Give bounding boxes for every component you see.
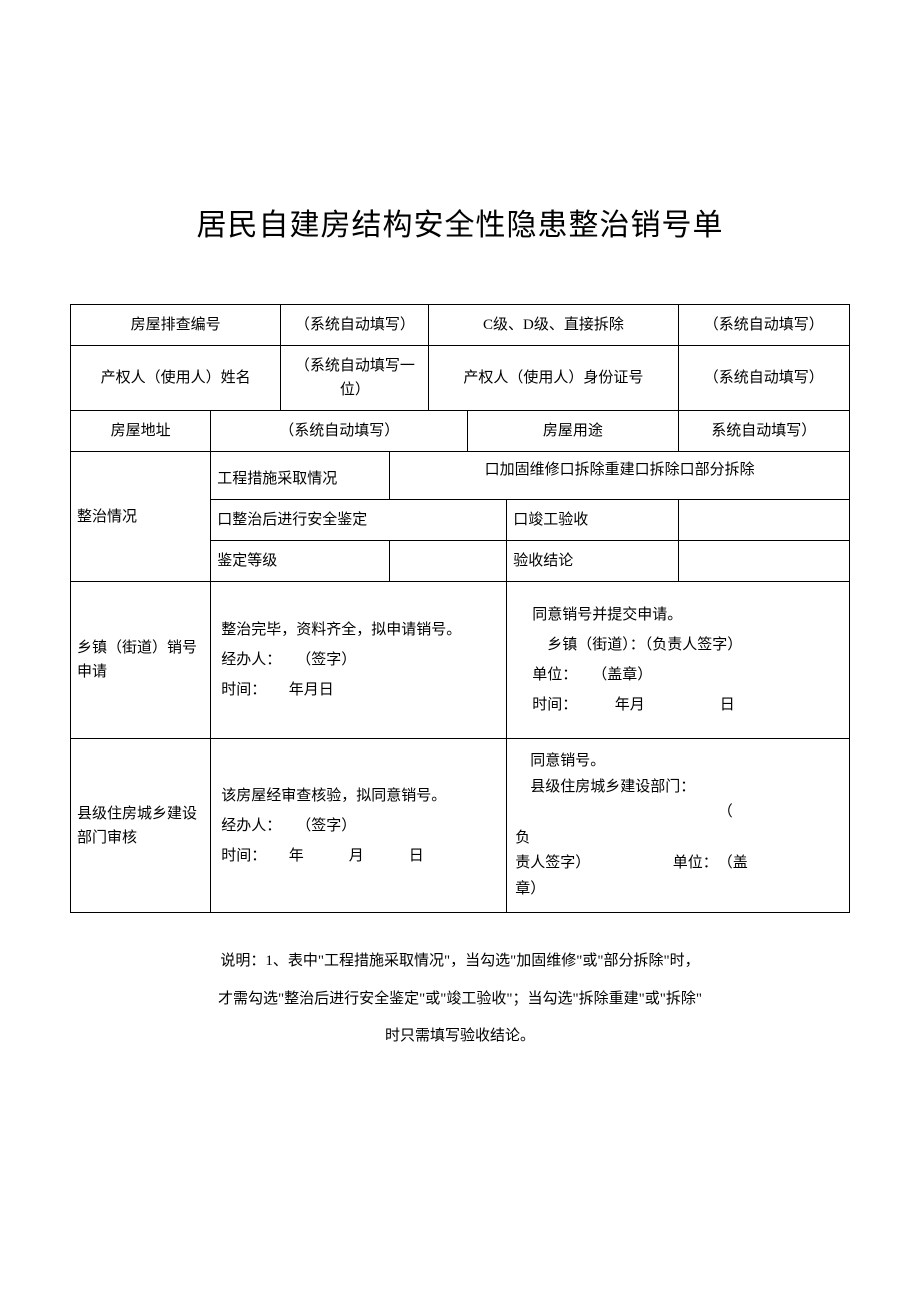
val-assessment-grade — [390, 541, 507, 582]
township-right-block: 同意销号并提交申请。 乡镇（街道）：（负责人签字） 单位： （盖章） 时间： 年… — [507, 582, 850, 739]
check-safety-assessment: 口整治后进行安全鉴定 — [211, 500, 507, 541]
val-acceptance-conclusion — [678, 541, 849, 582]
notes-section: 说明：1、表中"工程措施采取情况"，当勾选"加固维修"或"部分拆除"时， 才需勾… — [70, 943, 850, 1056]
val-measures: 口加固维修口拆除重建口拆除口部分拆除 — [390, 452, 850, 500]
label-house-id: 房屋排查编号 — [71, 305, 281, 346]
val-owner-id: （系统自动填写） — [678, 346, 849, 411]
county-left-block: 该房屋经审查核验，拟同意销号。 经办人： （签字） 时间： 年 月 日 — [211, 739, 507, 913]
form-title: 居民自建房结构安全性隐患整治销号单 — [70, 200, 850, 244]
note-line-3: 时只需填写验收结论。 — [110, 1018, 810, 1056]
note-line-1: 说明：1、表中"工程措施采取情况"，当勾选"加固维修"或"部分拆除"时， — [110, 943, 810, 981]
note-line-2: 才需勾选"整治后进行安全鉴定"或"竣工验收"；当勾选"拆除重建"或"拆除" — [110, 981, 810, 1019]
township-left-block: 整治完毕，资料齐全，拟申请销号。 经办人： （签字） 时间： 年月日 — [211, 582, 507, 739]
label-address: 房屋地址 — [71, 411, 211, 452]
label-rectification: 整治情况 — [71, 452, 211, 582]
val-address: （系统自动填写） — [211, 411, 468, 452]
label-measures: 工程措施采取情况 — [211, 452, 390, 500]
label-township-apply: 乡镇（街道）销号申请 — [71, 582, 211, 739]
val-owner-name: （系统自动填写一位） — [281, 346, 429, 411]
label-county-review: 县级住房城乡建设部门审核 — [71, 739, 211, 913]
label-owner-id: 产权人（使用人）身份证号 — [429, 346, 678, 411]
label-acceptance-conclusion: 验收结论 — [507, 541, 678, 582]
val-grade-type: （系统自动填写） — [678, 305, 849, 346]
val-house-id: （系统自动填写） — [281, 305, 429, 346]
label-assessment-grade: 鉴定等级 — [211, 541, 390, 582]
county-right-block: 同意销号。 县级住房城乡建设部门： （ 负 责人签字） 单位： （盖 章） — [507, 739, 850, 913]
check-completion: 口竣工验收 — [507, 500, 678, 541]
label-grade-type: C级、D级、直接拆除 — [429, 305, 678, 346]
empty-cell-1 — [678, 500, 849, 541]
label-owner-name: 产权人（使用人）姓名 — [71, 346, 281, 411]
form-table: 房屋排查编号 （系统自动填写） C级、D级、直接拆除 （系统自动填写） 产权人（… — [70, 304, 850, 913]
val-usage: 系统自动填写） — [678, 411, 849, 452]
label-usage: 房屋用途 — [468, 411, 678, 452]
